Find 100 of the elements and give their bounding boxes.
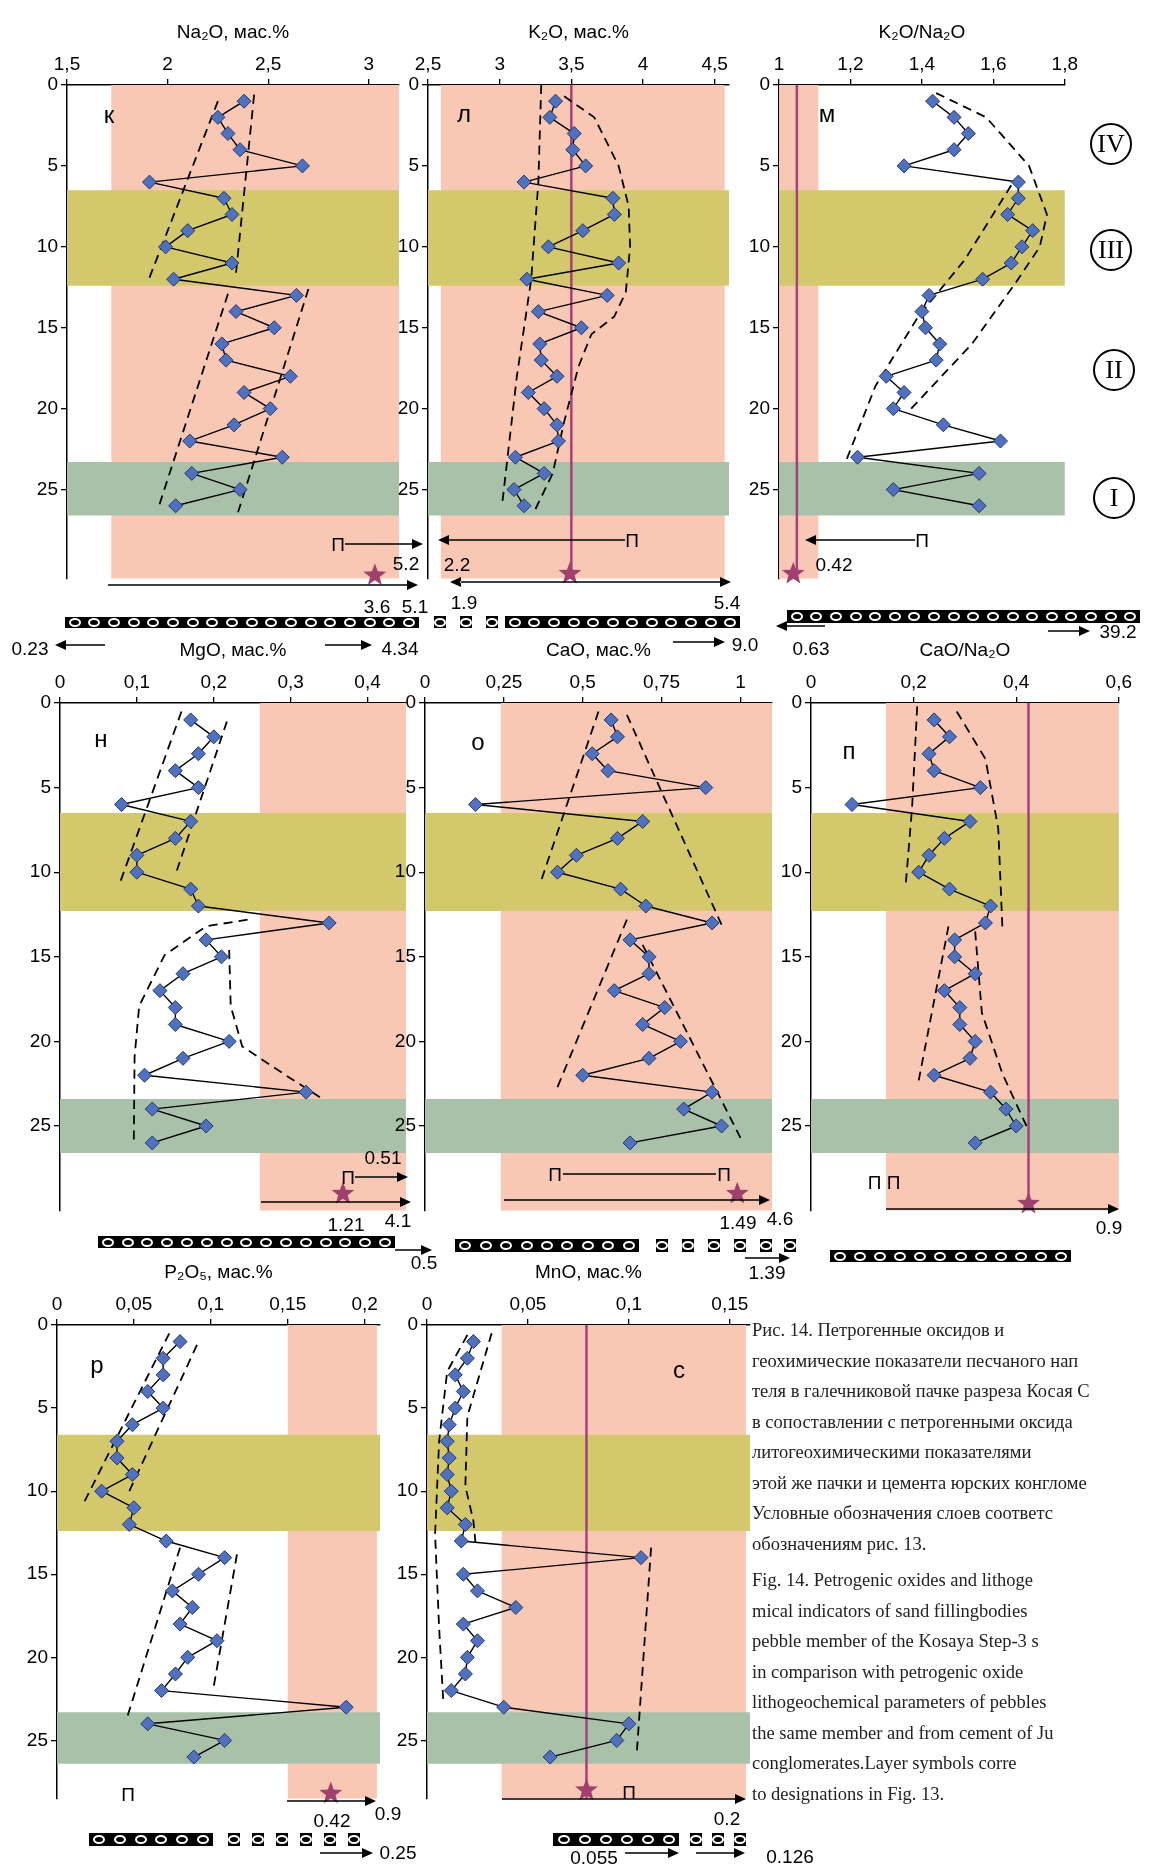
point	[925, 93, 941, 109]
point	[926, 763, 942, 779]
x-tick-label: 0,4	[1002, 670, 1030, 692]
point	[321, 915, 337, 931]
text: 5.1	[401, 595, 429, 617]
y-tick-label: 0	[37, 1313, 48, 1335]
point	[676, 1101, 692, 1117]
point	[960, 126, 976, 142]
text: 0.2	[713, 1807, 741, 1829]
text: 0.055	[570, 1846, 618, 1866]
point	[262, 401, 278, 417]
x-axis-title: MnO, мас.%	[534, 1260, 643, 1282]
annotation: П	[548, 1163, 562, 1185]
point	[220, 126, 236, 142]
x-tick-label: 4	[637, 52, 649, 74]
point	[221, 1033, 237, 1049]
text: 0.5	[410, 1251, 438, 1273]
point	[575, 1778, 598, 1800]
x-tick-label: 2,5	[255, 52, 282, 74]
point	[506, 482, 522, 498]
x-axis-title: Na₂O, мас.%	[176, 20, 290, 42]
point	[704, 1084, 720, 1100]
text: II	[1093, 349, 1135, 391]
x-axis-title: MgO, мас.%	[179, 638, 287, 660]
text: 0.23	[11, 637, 49, 659]
point	[622, 1135, 638, 1151]
point	[896, 158, 912, 174]
x-axis-title: CaO, мас.%	[546, 638, 652, 660]
point	[226, 417, 242, 433]
y-tick-label: 20	[780, 1029, 802, 1051]
x-axis-title: P₂O₅, мас.%	[164, 1260, 273, 1282]
point	[1025, 223, 1041, 239]
y-tick-label: 25	[394, 1114, 416, 1136]
point	[967, 1033, 983, 1049]
y-tick-label: 5	[407, 1396, 418, 1418]
point	[549, 368, 565, 384]
y-tick-label: 20	[394, 1029, 416, 1051]
point	[363, 563, 387, 586]
point	[209, 1633, 225, 1649]
x-tick-label: 3,5	[558, 52, 585, 74]
point	[714, 1118, 730, 1134]
point	[216, 190, 232, 206]
annotation: н	[94, 725, 108, 752]
y-tick-label: 10	[748, 235, 770, 257]
point	[319, 1781, 343, 1804]
point	[584, 746, 600, 762]
point	[942, 881, 958, 897]
point	[167, 1000, 183, 1016]
point	[198, 1118, 214, 1134]
annotation: П	[341, 1166, 355, 1188]
point	[441, 1417, 457, 1433]
y-tick-label: 15	[36, 315, 58, 337]
point	[182, 433, 198, 449]
point	[282, 368, 298, 384]
line-series	[955, 710, 1004, 928]
annotation: 0.42	[815, 553, 853, 575]
point	[175, 1050, 191, 1066]
point	[952, 1016, 968, 1032]
y-tick-label: 10	[780, 860, 802, 882]
annotation: с	[673, 1356, 685, 1383]
point	[542, 109, 558, 125]
point	[224, 255, 240, 271]
point	[885, 401, 901, 417]
point	[613, 881, 629, 897]
point	[154, 1683, 170, 1699]
point	[998, 1101, 1014, 1117]
point	[129, 847, 145, 863]
text: 1.49	[719, 1211, 757, 1233]
point	[878, 368, 894, 384]
text: 5.4	[713, 591, 741, 613]
point	[1003, 255, 1019, 271]
annotation: П П	[867, 1171, 901, 1193]
point	[228, 304, 244, 320]
text: 3.6	[363, 595, 391, 617]
x-tick-label: 3	[494, 52, 505, 74]
point	[575, 1067, 591, 1083]
point	[183, 881, 199, 897]
point	[124, 1417, 140, 1433]
x-tick-label: 1,6	[980, 52, 1007, 74]
x-tick-label: 0,6	[1105, 670, 1132, 692]
y-tick-label: 15	[397, 315, 419, 337]
point	[549, 417, 565, 433]
point	[914, 304, 930, 320]
point	[565, 142, 581, 158]
point	[946, 109, 962, 125]
point	[641, 949, 657, 965]
x-tick-label: 0,05	[509, 1292, 547, 1314]
point	[140, 1716, 156, 1732]
point	[911, 864, 927, 880]
annotation: л	[456, 100, 472, 127]
point	[124, 1467, 140, 1483]
point	[184, 465, 200, 481]
text: 0.42	[313, 1809, 351, 1831]
point	[186, 1749, 202, 1765]
x-tick-label: 0,25	[485, 670, 523, 692]
point	[635, 1016, 651, 1032]
point	[224, 206, 240, 222]
annotation: р	[90, 1351, 104, 1378]
point	[439, 1433, 455, 1449]
point	[155, 1367, 171, 1383]
